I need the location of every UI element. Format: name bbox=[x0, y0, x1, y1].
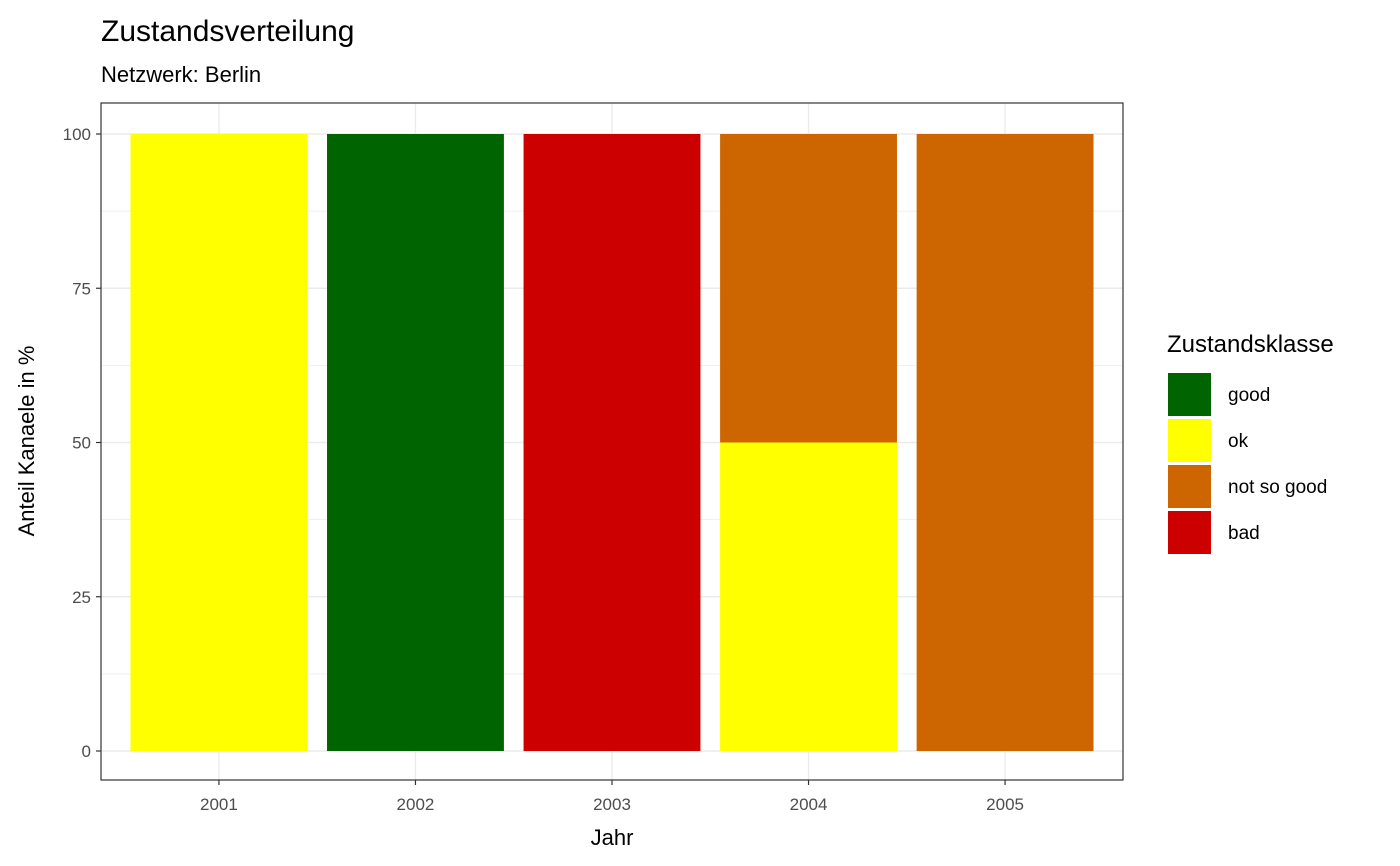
chart-subtitle: Netzwerk: Berlin bbox=[101, 62, 261, 87]
bar-2004-ok bbox=[720, 442, 897, 751]
bars bbox=[130, 134, 1094, 751]
y-tick-label: 75 bbox=[72, 279, 91, 298]
x-tick-label: 2001 bbox=[200, 795, 238, 814]
bar-2004-not-so-good bbox=[720, 134, 897, 443]
y-tick-label: 100 bbox=[63, 125, 91, 144]
legend-items: good ok not so good bad bbox=[1168, 373, 1327, 554]
bar-2005-not-so-good bbox=[916, 134, 1094, 751]
legend-label: good bbox=[1228, 385, 1270, 406]
chart-title: Zustandsverteilung bbox=[101, 15, 354, 48]
legend-title: Zustandsklasse bbox=[1167, 331, 1334, 358]
x-axis: 2001 2002 2003 2004 2005 bbox=[200, 780, 1024, 814]
y-tick-label: 50 bbox=[72, 434, 91, 453]
legend-label: bad bbox=[1228, 523, 1260, 544]
x-tick-label: 2005 bbox=[986, 795, 1024, 814]
x-tick-label: 2003 bbox=[593, 795, 631, 814]
x-tick-label: 2004 bbox=[790, 795, 828, 814]
legend-label: not so good bbox=[1228, 477, 1327, 498]
y-tick-label: 0 bbox=[82, 742, 91, 761]
legend-swatch-bad bbox=[1168, 511, 1211, 554]
y-axis-title: Anteil Kanaele in % bbox=[14, 346, 39, 537]
legend-label: ok bbox=[1228, 431, 1249, 452]
bar-2002-good bbox=[327, 134, 504, 751]
y-axis: 0 25 50 75 100 bbox=[63, 125, 101, 761]
legend-swatch-not-so-good bbox=[1168, 465, 1211, 508]
bar-2003-bad bbox=[523, 134, 701, 751]
bar-2001-ok bbox=[130, 134, 308, 751]
legend: Zustandsklasse good ok not so good bad bbox=[1167, 331, 1334, 554]
x-tick-label: 2002 bbox=[397, 795, 435, 814]
y-tick-label: 25 bbox=[72, 588, 91, 607]
x-axis-title: Jahr bbox=[591, 825, 634, 850]
legend-swatch-ok bbox=[1168, 419, 1211, 462]
legend-swatch-good bbox=[1168, 373, 1211, 416]
